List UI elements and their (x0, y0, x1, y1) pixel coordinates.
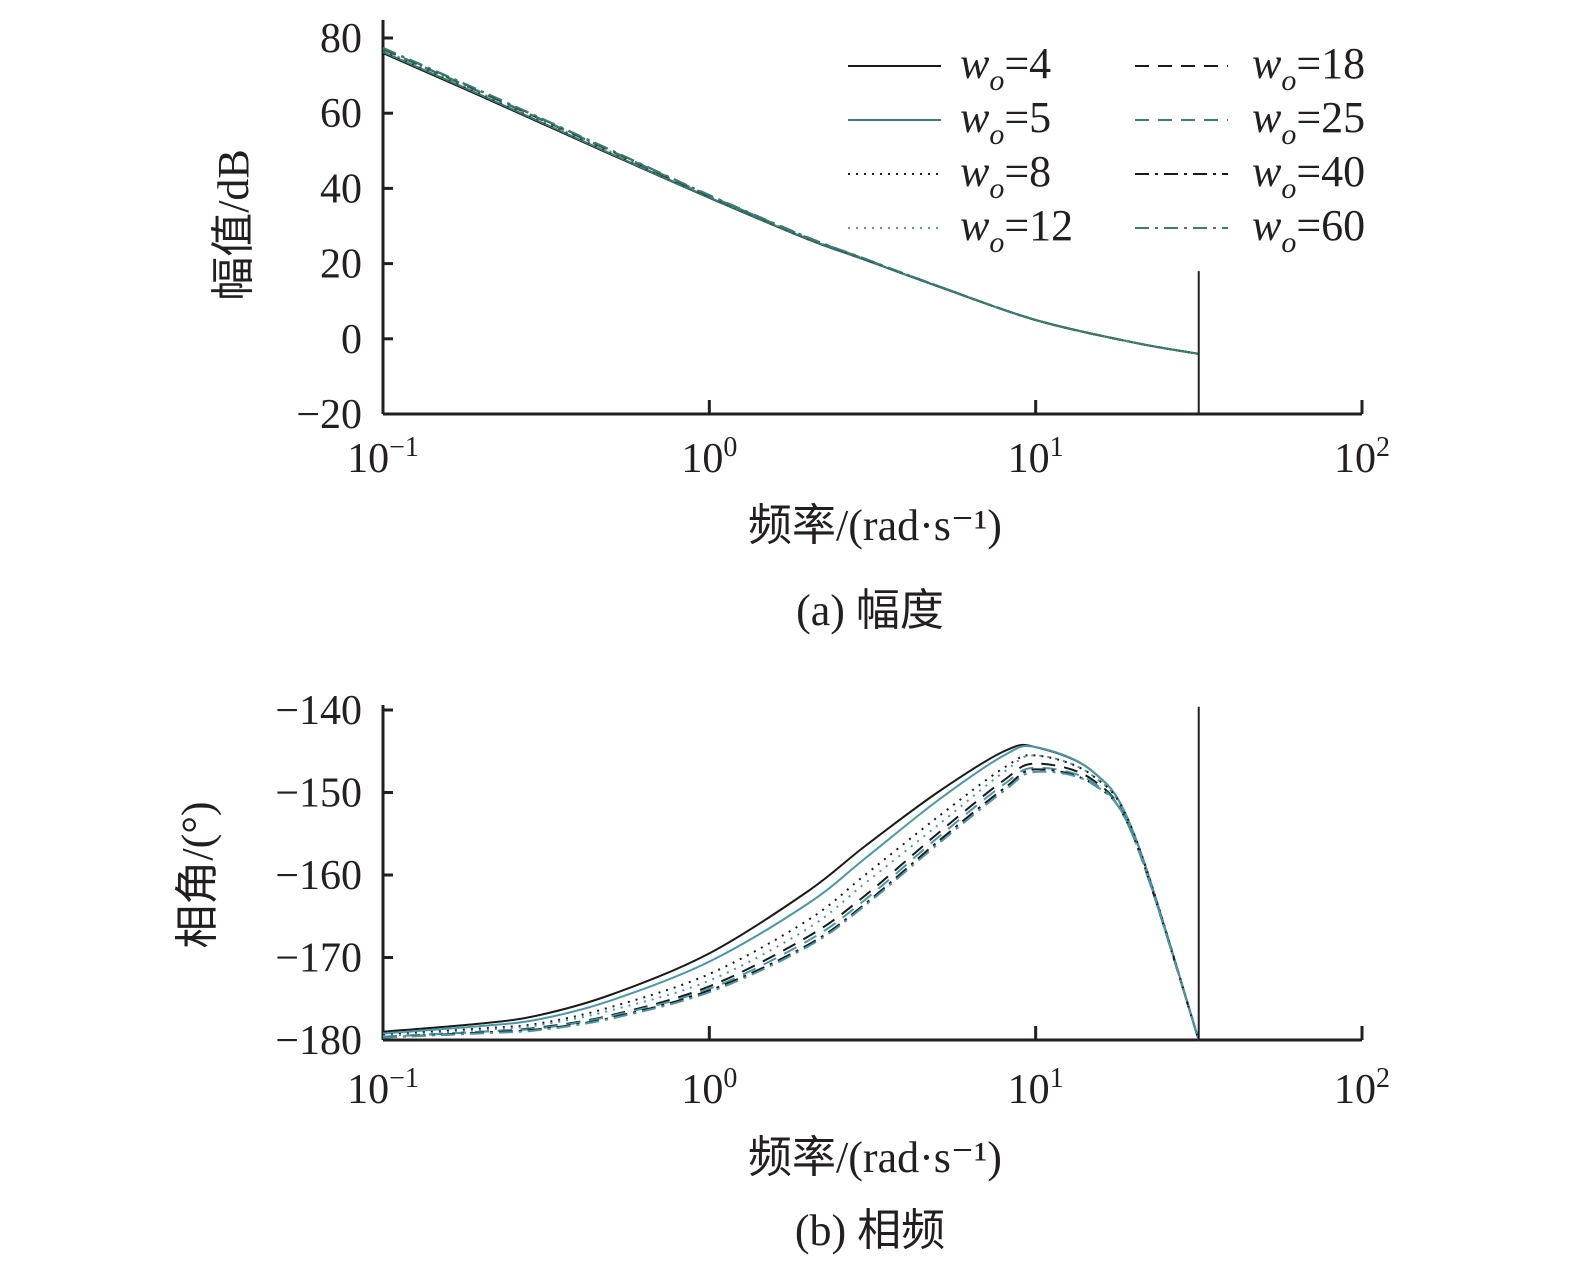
y-tick-label: −20 (296, 392, 362, 438)
legend-label: wo=18 (1252, 39, 1365, 97)
series-line-w-o-5 (382, 744, 1200, 1041)
series-line-w-o-4 (382, 52, 1199, 355)
subfigure-caption: (b) 相频 (795, 1206, 945, 1255)
y-tick-label: 80 (320, 16, 362, 62)
y-tick-label: 40 (320, 166, 362, 212)
series-line-w-o-12 (382, 754, 1200, 1041)
x-tick-label: 10−1 (347, 432, 419, 482)
subfigure-caption: (a) 幅度 (796, 586, 944, 635)
series-line-w-o-18 (382, 762, 1200, 1041)
x-tick-label: 101 (1008, 1063, 1064, 1113)
series-line-w-o-12 (382, 49, 1199, 355)
legend-label: wo=60 (1252, 201, 1365, 259)
y-axis-label: 幅值/dB (209, 149, 258, 301)
series-line-w-o-8 (382, 754, 1200, 1041)
y-tick-label: −160 (275, 853, 362, 899)
series-line-w-o-60 (382, 770, 1200, 1041)
x-tick-label: 10−1 (347, 1063, 419, 1113)
series-line-w-o-40 (382, 768, 1200, 1041)
x-tick-label: 102 (1334, 1063, 1390, 1113)
y-tick-label: 0 (341, 317, 362, 363)
legend-label: wo=40 (1252, 147, 1365, 205)
y-tick-label: −140 (275, 688, 362, 734)
y-tick-label: 20 (320, 242, 362, 288)
x-tick-label: 102 (1334, 432, 1390, 482)
series-line-w-o-4 (382, 743, 1200, 1041)
y-tick-label: −150 (275, 771, 362, 817)
y-axis-label: 相角/(°) (173, 801, 222, 948)
series-line-w-o-25 (382, 47, 1199, 355)
series-line-w-o-40 (382, 47, 1199, 355)
series-line-w-o-60 (382, 46, 1199, 355)
legend-label: wo=8 (960, 147, 1051, 205)
x-tick-label: 101 (1008, 432, 1064, 482)
legend-label: wo=4 (960, 39, 1051, 97)
x-tick-label: 100 (681, 1063, 737, 1113)
legend-label: wo=25 (1252, 93, 1365, 151)
y-tick-label: −180 (275, 1018, 362, 1064)
y-tick-label: −170 (275, 936, 362, 982)
series-line-w-o-5 (382, 50, 1199, 355)
series-line-w-o-8 (382, 49, 1199, 355)
x-axis-label: 频率/(rad·s⁻¹) (748, 1133, 1002, 1182)
x-axis-label: 频率/(rad·s⁻¹) (748, 501, 1002, 550)
legend-label: wo=5 (960, 93, 1051, 151)
x-tick-label: 100 (681, 432, 737, 482)
series-line-w-o-18 (382, 48, 1199, 355)
legend-label: wo=12 (960, 201, 1073, 259)
y-tick-label: 60 (320, 91, 362, 137)
